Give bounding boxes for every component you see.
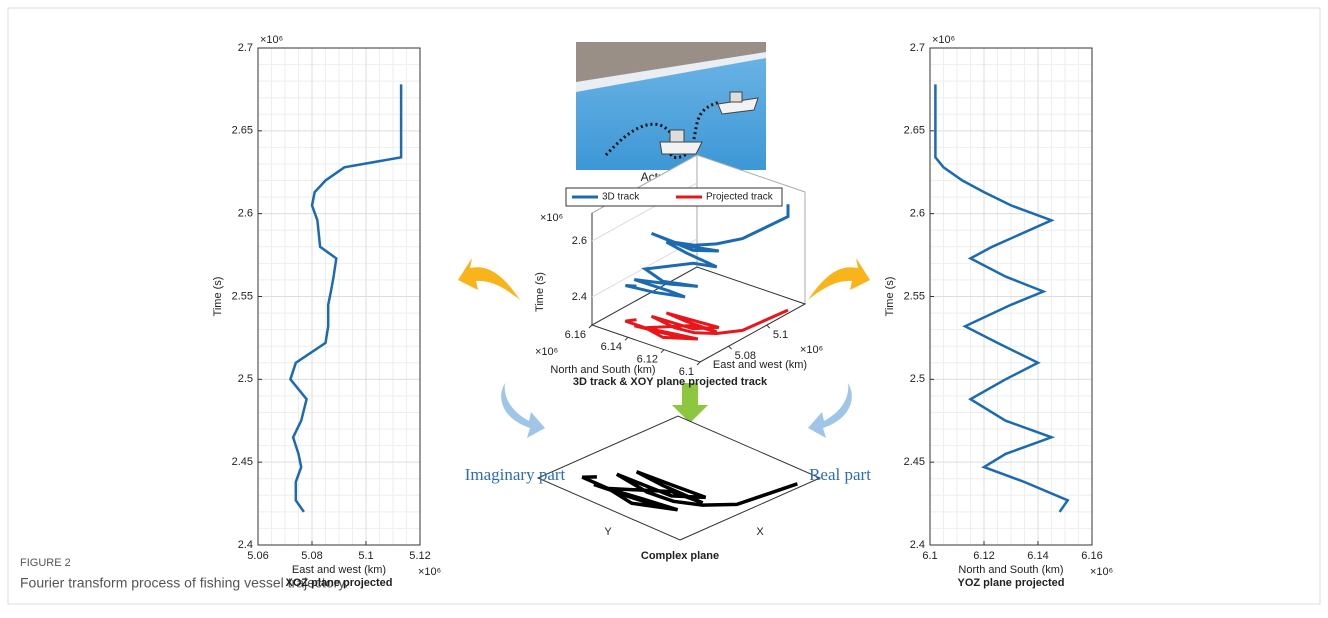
y-axis-label: Time (s) (884, 277, 896, 317)
y-tick-label: 2.6 (910, 208, 925, 220)
z-tick-label: 2.4 (572, 291, 587, 303)
y-tick-label: 2.65 (232, 125, 253, 137)
y-tick-label: 2.5 (910, 373, 925, 385)
y-tick-label: 2.7 (910, 42, 925, 54)
z-tick-label: 2.6 (572, 235, 587, 247)
tick-mark (625, 337, 628, 340)
real-label: Real part (809, 465, 871, 484)
y-axis-label: Time (s) (212, 277, 224, 317)
y-tick-label: 2.55 (904, 290, 925, 302)
x-tick-label: 5.08 (301, 550, 322, 562)
x-axis-label: East and west (km) (713, 359, 807, 371)
figure: FIGURE 2 Fourier transform process of fi… (0, 0, 1328, 618)
x-tick-label: 5.12 (409, 550, 430, 562)
tick-mark (767, 325, 770, 328)
page: { "figure": {"label": "FIGURE 2", "capti… (0, 0, 1328, 618)
panel-title: 3D track & XOY plane projected track (573, 376, 768, 388)
complex-plane (538, 416, 820, 540)
x-exponent: ×10⁶ (418, 566, 441, 578)
x-tick-label: 5.1 (773, 329, 788, 341)
y-tick-label: 2.45 (904, 456, 925, 468)
y-tick-label: 2.4 (238, 539, 253, 551)
y-tick-label: 6.14 (601, 341, 622, 353)
y-tick-label: 2.5 (238, 373, 253, 385)
tick-mark (697, 362, 700, 365)
x-tick-label: 6.14 (1027, 550, 1048, 562)
x-tick-label: 6.1 (922, 550, 937, 562)
x-exponent: ×10⁶ (800, 344, 823, 356)
y-tick-label: 2.45 (232, 456, 253, 468)
y-tick-label: 2.55 (232, 290, 253, 302)
legend-label: 3D track (602, 192, 640, 203)
y-tick-label: 2.65 (904, 125, 925, 137)
x-axis-label: X (756, 526, 764, 538)
x-axis-label: North and South (km) (958, 564, 1063, 576)
y-tick-label: 6.16 (565, 329, 586, 341)
y-exponent: ×10⁶ (535, 346, 558, 358)
tick-mark (661, 350, 664, 353)
x-tick-label: 6.12 (973, 550, 994, 562)
panel-title: Complex plane (641, 550, 719, 562)
y-axis-label: Y (604, 526, 612, 538)
legend-label: Projected track (706, 192, 774, 203)
y-axis-label: North and South (km) (550, 364, 655, 376)
imaginary-label: Imaginary part (465, 465, 566, 484)
photo (576, 42, 766, 170)
panel-title: XOZ plane projected (286, 577, 393, 589)
y-tick-label: 2.4 (910, 539, 925, 551)
x-axis-label: East and west (km) (292, 564, 386, 576)
y-tick-label: 2.6 (238, 208, 253, 220)
x-tick-label: 5.1 (358, 550, 373, 562)
figure-label: FIGURE 2 (20, 557, 71, 569)
panel-title: YOZ plane projected (958, 577, 1065, 589)
x-tick-label: 6.16 (1081, 550, 1102, 562)
y-exponent: ×10⁶ (260, 34, 283, 46)
tick-mark (729, 346, 732, 349)
z-exponent: ×10⁶ (540, 212, 563, 224)
tick-mark (589, 325, 592, 328)
x-tick-label: 5.06 (247, 550, 268, 562)
y-exponent: ×10⁶ (932, 34, 955, 46)
z-axis-label: Time (s) (534, 272, 546, 312)
y-tick-label: 2.7 (238, 42, 253, 54)
x-exponent: ×10⁶ (1090, 566, 1113, 578)
